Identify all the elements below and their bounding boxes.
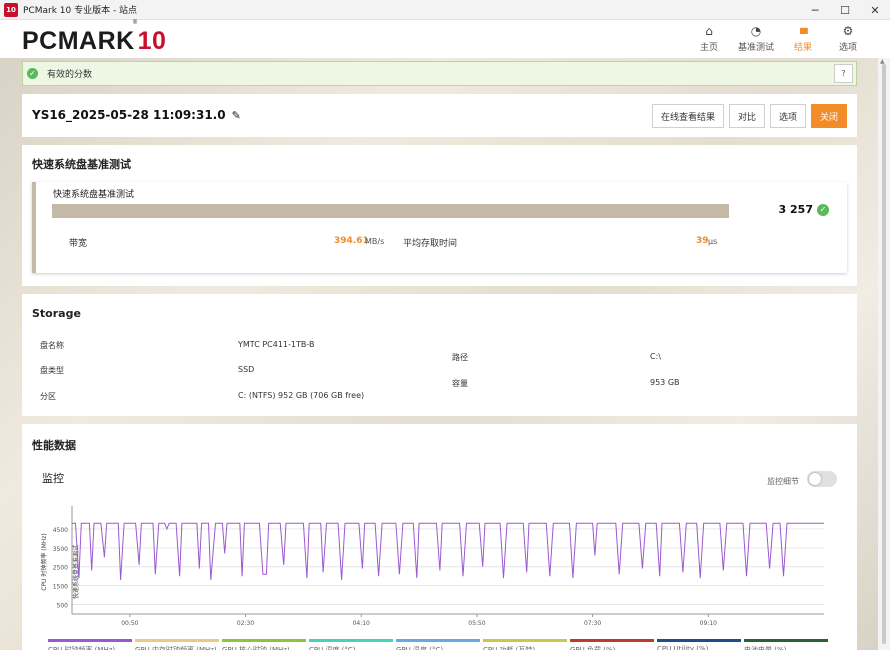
chart-legend: CPU 时钟频率 (MHz) GPU 内存时钟频率 (MHz) GPU 核心时钟 (… [48, 639, 831, 650]
nav-results-label: 结果 [793, 43, 812, 53]
x-tick-label: 09:10 [700, 620, 717, 627]
score-bar [52, 204, 729, 218]
app-icon: 10 [4, 2, 18, 17]
help-button[interactable]: ? [834, 64, 853, 83]
nav-home-label: 主页 [699, 43, 718, 53]
x-tick-label: 07:30 [584, 620, 601, 627]
path-label: 路径 [452, 353, 468, 362]
app-header: PCMARK®10 ⌂ 主页 ◔ 基准测试 ▮▮▮ 结果 ⚙ 选项 [0, 20, 890, 58]
path-value: C:\ [650, 352, 661, 361]
minimize-button[interactable]: ─ [811, 3, 819, 17]
nav-benchmarks-label: 基准测试 [737, 43, 774, 53]
result-title: YS16_2025-05-28 11:09:31.0 ✎ [32, 108, 241, 122]
monitor-detail-label: 监控细节 [767, 477, 799, 486]
compare-button[interactable]: 对比 [728, 104, 765, 128]
disk-name-value: YMTC PC411-1TB-B [238, 340, 315, 349]
window-title: PCMark 10 专业版本 - 站点 [23, 6, 138, 16]
access-time-unit: μs [708, 237, 718, 246]
capacity-label: 容量 [452, 379, 468, 388]
monitor-detail-toggle[interactable] [807, 471, 837, 487]
partition-value: C: (NTFS) 952 GB (706 GB free) [238, 391, 365, 400]
nav-home[interactable]: ⌂ 主页 [687, 22, 731, 53]
valid-score-text: 有效的分数 [47, 70, 93, 80]
quick-storage-title: 快速系统盘基准测试 [32, 158, 131, 171]
result-header: YS16_2025-05-28 11:09:31.0 ✎ 在线查看结果 对比 选项… [22, 94, 857, 137]
bar-chart-icon: ▮▮▮ [799, 26, 808, 35]
window-controls: ─ ☐ ✕ [800, 0, 890, 20]
monitor-title: 监控 [42, 472, 64, 485]
legend-item[interactable]: GPU 负载 (%) [570, 639, 654, 650]
partition-label: 分区 [40, 392, 56, 401]
toggle-knob [809, 473, 821, 485]
score-value: 3 257 ✓ [779, 203, 829, 216]
bandwidth-unit: MB/s [365, 237, 385, 246]
y-tick-label: 2500 [53, 565, 68, 572]
home-icon: ⌂ [705, 24, 713, 38]
x-tick-label: 02:30 [237, 620, 254, 627]
gauge-icon: ◔ [750, 24, 762, 38]
main-nav: ⌂ 主页 ◔ 基准测试 ▮▮▮ 结果 ⚙ 选项 [686, 22, 870, 53]
vertical-scrollbar[interactable]: ▲ [878, 58, 890, 650]
bandwidth-value: 394.61 [334, 236, 369, 246]
scroll-up-arrow-icon[interactable]: ▲ [880, 58, 885, 65]
view-online-button[interactable]: 在线查看结果 [651, 104, 724, 128]
options-button[interactable]: 选项 [769, 104, 806, 128]
access-time-value: 39 [696, 236, 709, 246]
result-actions: 在线查看结果 对比 选项 关闭 [647, 104, 847, 128]
access-time-label: 平均存取时间 [403, 239, 458, 249]
quick-storage-card-title: 快速系统盘基准测试 [53, 190, 135, 200]
check-icon: ✓ [27, 68, 38, 79]
performance-title: 性能数据 [32, 439, 76, 452]
y-tick-label: 3500 [53, 546, 68, 553]
legend-item[interactable]: CPU 功耗 (瓦特) [483, 639, 567, 650]
series-line-cpu-clock [72, 522, 824, 581]
legend-item[interactable]: CPU 温度 (°C) [309, 639, 393, 650]
storage-section: Storage 盘名称 YMTC PC411-1TB-B 盘类型 SSD 分区 … [22, 294, 857, 416]
disk-type-label: 盘类型 [40, 366, 64, 375]
nav-benchmarks[interactable]: ◔ 基准测试 [732, 22, 780, 53]
y-tick-label: 500 [57, 603, 69, 610]
disk-type-value: SSD [238, 365, 255, 374]
legend-item[interactable]: CPU 时钟频率 (MHz) [48, 639, 132, 650]
legend-item[interactable]: GPU 核心时钟 (MHz) [222, 639, 306, 650]
nav-options-label: 选项 [838, 43, 857, 53]
legend-item[interactable]: 电池电量 (%) [744, 639, 828, 650]
window-title-bar: 10 PCMark 10 专业版本 - 站点 ─ ☐ ✕ [0, 0, 890, 20]
quick-storage-card: 快速系统盘基准测试 3 257 ✓ 带宽 394.61 MB/s 平均存取时间 … [32, 182, 847, 273]
y-axis-label: CPU 时钟频率 (MHz) [40, 533, 48, 591]
x-tick-label: 05:50 [468, 620, 485, 627]
bandwidth-label: 带宽 [69, 239, 88, 249]
score-check-icon: ✓ [817, 203, 829, 216]
quick-storage-section: 快速系统盘基准测试 快速系统盘基准测试 3 257 ✓ 带宽 394.61 MB… [22, 145, 857, 286]
legend-item[interactable]: GPU 温度 (°C) [396, 639, 480, 650]
x-tick-label: 04:10 [353, 620, 370, 627]
legend-item[interactable]: CPU Utility (%) [657, 639, 741, 650]
disk-name-label: 盘名称 [40, 341, 64, 350]
close-result-button[interactable]: 关闭 [810, 104, 847, 128]
valid-score-banner: ✓ 有效的分数 ? [22, 61, 857, 86]
maximize-button[interactable]: ☐ [840, 3, 850, 17]
edit-icon[interactable]: ✎ [231, 109, 241, 122]
y-tick-label: 1500 [53, 584, 68, 591]
nav-results[interactable]: ▮▮▮ 结果 [781, 22, 825, 53]
nav-options[interactable]: ⚙ 选项 [826, 22, 870, 53]
scroll-thumb[interactable] [882, 64, 886, 644]
band-label: 快速系统盘基准测试 [72, 545, 80, 599]
capacity-value: 953 GB [650, 378, 680, 387]
legend-item[interactable]: GPU 内存时钟频率 (MHz) [135, 639, 219, 650]
close-window-button[interactable]: ✕ [870, 3, 880, 17]
monitoring-chart: 500 1500 2500 3500 4500 00:50 02:30 04:10 05:50 0… [40, 506, 824, 627]
storage-title: Storage [32, 307, 81, 320]
y-tick-label: 4500 [53, 527, 68, 534]
gear-icon: ⚙ [842, 24, 854, 38]
performance-section: 性能数据 监控 监控细节 500 1500 2500 3500 4500 00:50 02:… [22, 424, 857, 650]
pcmark-logo: PCMARK®10 [22, 19, 167, 55]
x-tick-label: 00:50 [121, 620, 138, 627]
